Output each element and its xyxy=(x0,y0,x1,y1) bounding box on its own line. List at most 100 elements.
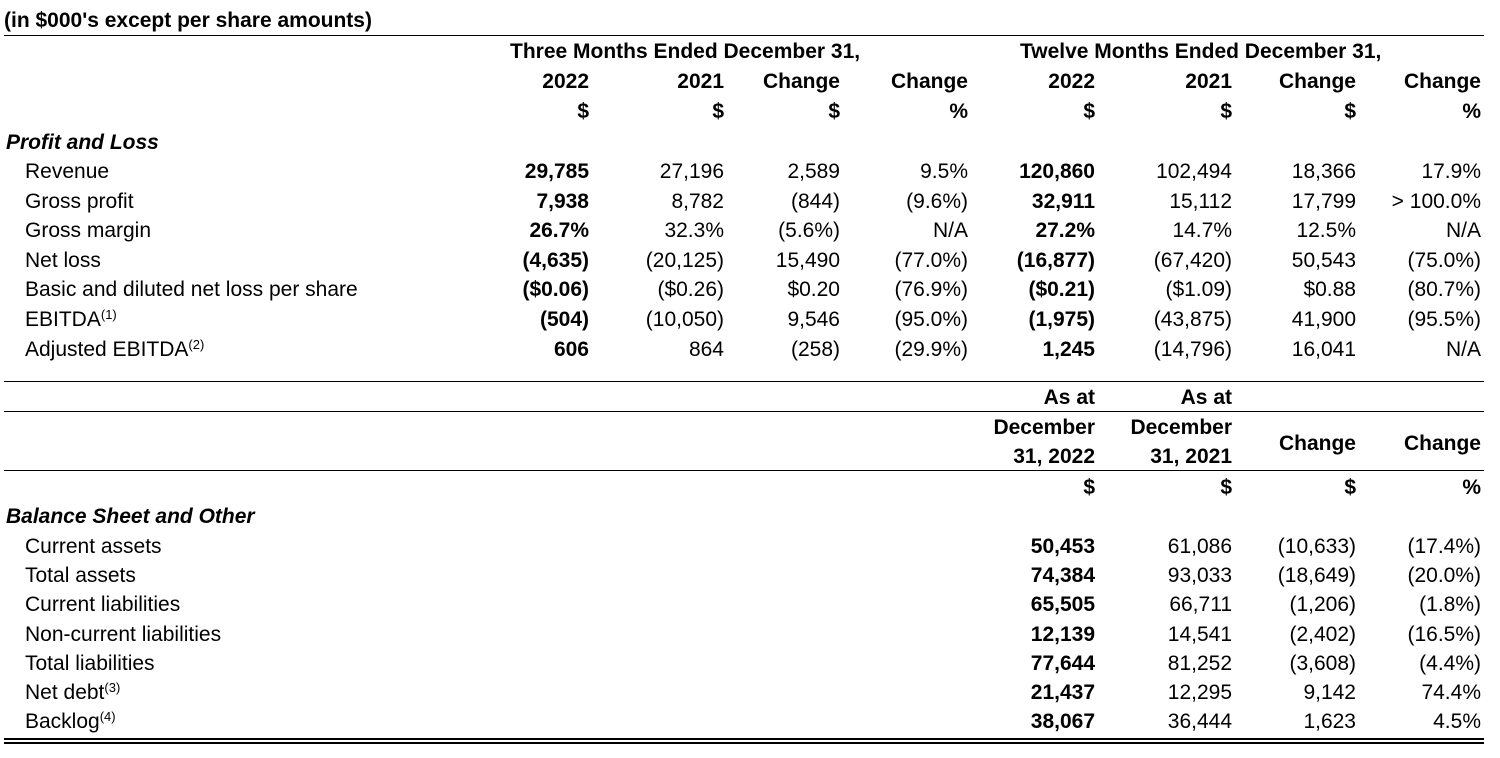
pl-cell: (258) xyxy=(790,337,840,361)
pl-cell: (9.6%) xyxy=(906,189,968,213)
bs-row-label-text: Non-current liabilities xyxy=(25,622,222,646)
bs-cell: (16.5%) xyxy=(1407,622,1481,646)
pl-cell: 8,782 xyxy=(671,189,724,213)
bs-date-line2: 31, 2021 xyxy=(1150,445,1232,468)
bs-section-title: Balance Sheet and Other xyxy=(6,505,255,528)
bs-cell: 81,252 xyxy=(1167,651,1232,675)
pl-col-header: 2021 xyxy=(1185,70,1232,93)
bs-cell: 93,033 xyxy=(1167,564,1232,588)
pl-row-label-text: Gross profit xyxy=(25,189,134,213)
pl-col-unit: $ xyxy=(577,100,589,123)
units-note: (in $000's except per share amounts) xyxy=(4,9,372,32)
pl-row-label: Gross profit xyxy=(25,190,134,214)
pl-row-label-text: Net loss xyxy=(25,248,101,272)
pl-row-label: Adjusted EBITDA(2) xyxy=(25,338,204,362)
pl-cell: 27,196 xyxy=(659,160,724,183)
pl-cell: 9,546 xyxy=(787,308,840,331)
pl-cell: 27.2% xyxy=(1035,219,1095,243)
bs-cell: (20.0%) xyxy=(1407,564,1481,588)
pl-col-unit: % xyxy=(949,100,968,123)
pl-cell: 1,245 xyxy=(1042,337,1095,361)
mid-rule-1 xyxy=(4,381,1484,382)
bs-header-rule xyxy=(4,470,1484,471)
pl-cell: 864 xyxy=(688,337,724,361)
pl-cell: (4,635) xyxy=(522,248,589,272)
pl-col-header: 2022 xyxy=(1048,70,1095,93)
pl-cell: 32,911 xyxy=(1031,189,1095,213)
pl-row-label-text: Gross margin xyxy=(25,219,152,243)
pl-cell: (75.0%) xyxy=(1407,248,1481,272)
pl-cell: 32.3% xyxy=(664,219,724,243)
bs-row-label: Current assets xyxy=(25,535,162,559)
bs-cell: 65,505 xyxy=(1030,593,1095,617)
bs-cell: 50,453 xyxy=(1030,535,1095,558)
pl-row-label: Gross margin xyxy=(25,219,151,243)
pl-cell: (14,796) xyxy=(1153,337,1232,361)
bs-row-label-text: Total assets xyxy=(25,564,136,588)
pl-cell: N/A xyxy=(1445,337,1481,361)
pl-cell: 41,900 xyxy=(1291,308,1356,331)
bs-cell: (2,402) xyxy=(1289,622,1356,646)
bs-cell: (1.8%) xyxy=(1419,593,1481,617)
pl-cell: (76.9%) xyxy=(894,278,968,302)
bs-row-label: Non-current liabilities xyxy=(25,623,221,647)
pl-cell: ($0.26) xyxy=(657,278,724,302)
pl-col-unit: $ xyxy=(712,100,724,123)
bs-row-label-text: Total liabilities xyxy=(25,651,155,675)
bs-row-label-text: Net debt xyxy=(25,681,105,704)
pl-col-header: Change xyxy=(1278,70,1356,93)
pl-col-header: Change xyxy=(762,70,840,93)
pl-cell: ($1.09) xyxy=(1165,278,1232,302)
pl-cell: 7,938 xyxy=(536,189,589,213)
bs-as-at: As at xyxy=(1043,386,1095,409)
bs-as-at: As at xyxy=(1180,386,1232,409)
pl-cell: 9.5% xyxy=(920,160,968,183)
pl-col-header: 2022 xyxy=(542,70,589,93)
bs-cell: (3,608) xyxy=(1289,651,1356,675)
pl-cell: $0.20 xyxy=(787,278,840,302)
pl-row-label: Basic and diluted net loss per share xyxy=(25,278,358,302)
pl-cell: 16,041 xyxy=(1291,337,1356,361)
pl-cell: 18,366 xyxy=(1291,160,1356,183)
pl-row-footnote-ref: (2) xyxy=(188,336,205,352)
pl-cell: 15,112 xyxy=(1169,189,1232,213)
pl-col-header: Change xyxy=(1403,70,1481,93)
bs-cell: 1,623 xyxy=(1303,710,1356,734)
pl-cell: ($0.21) xyxy=(1028,278,1095,302)
pl-section-title: Profit and Loss xyxy=(6,131,159,154)
bs-cell: (17.4%) xyxy=(1407,535,1481,558)
bottom-double-rule xyxy=(4,738,1484,744)
bs-cell: 74,384 xyxy=(1030,564,1095,588)
pl-cell: (504) xyxy=(539,308,589,331)
pl-cell: (95.5%) xyxy=(1407,308,1481,331)
bs-cell: (10,633) xyxy=(1277,535,1356,558)
pl-col-unit: $ xyxy=(1344,100,1356,123)
bs-row-footnote-ref: (4) xyxy=(99,709,116,725)
pl-cell: (20,125) xyxy=(645,248,724,272)
pl-cell: $0.88 xyxy=(1303,278,1356,302)
pl-cell: > 100.0% xyxy=(1391,189,1481,213)
pl-col-unit: $ xyxy=(828,100,840,123)
pl-cell: (29.9%) xyxy=(894,337,968,361)
bs-change-header: Change xyxy=(1278,432,1356,455)
pl-cell: (67,420) xyxy=(1153,248,1232,272)
pl-cell: 29,785 xyxy=(524,160,589,183)
pl-col-unit: $ xyxy=(1083,100,1095,123)
pl-col-header: 2021 xyxy=(677,70,724,93)
pl-row-label: Net loss xyxy=(25,249,101,273)
pl-row-label: Revenue xyxy=(25,160,109,184)
pl-cell: (10,050) xyxy=(645,308,724,331)
pl-cell: 12.5% xyxy=(1296,219,1356,243)
bs-row-label: Current liabilities xyxy=(25,593,180,617)
bs-row-footnote-ref: (3) xyxy=(104,680,121,695)
pl-cell: 2,589 xyxy=(787,160,840,183)
twelve-months-header: Twelve Months Ended December 31, xyxy=(1020,40,1382,63)
bs-cell: 21,437 xyxy=(1030,681,1095,704)
bs-row-label: Total assets xyxy=(25,564,136,588)
bs-cell: 4.5% xyxy=(1433,710,1481,734)
bs-col-unit: $ xyxy=(1344,476,1356,499)
pl-col-unit: % xyxy=(1462,100,1481,123)
bs-row-label-text: Backlog xyxy=(25,710,100,734)
pl-cell: (80.7%) xyxy=(1407,278,1481,302)
bs-date-line1: December xyxy=(1130,416,1232,439)
